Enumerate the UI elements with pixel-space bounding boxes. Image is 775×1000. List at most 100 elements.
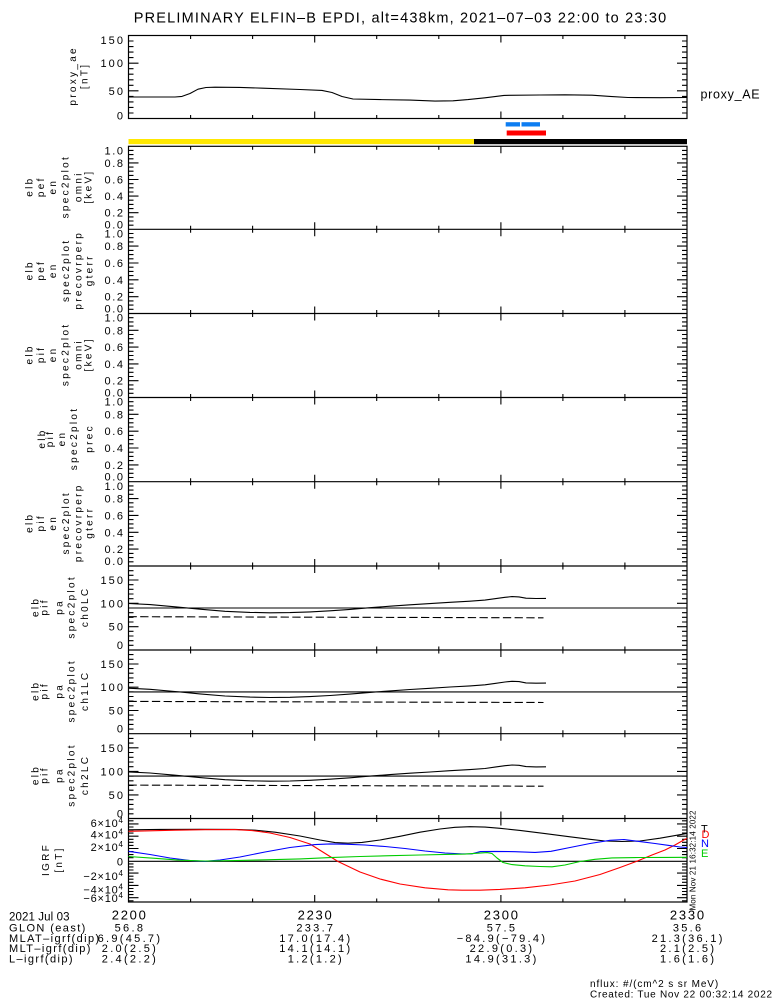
svg-text:0.4: 0.4 bbox=[105, 443, 125, 455]
svg-text:Created: Tue Nov 22 00:32:14 2: Created: Tue Nov 22 00:32:14 2022 bbox=[590, 989, 773, 1000]
svg-text:elb: elb bbox=[37, 428, 48, 448]
svg-text:0.0: 0.0 bbox=[105, 388, 125, 400]
svg-text:N: N bbox=[701, 838, 709, 850]
svg-text:pif: pif bbox=[40, 766, 51, 783]
svg-text:elb: elb bbox=[31, 681, 42, 701]
svg-text:pif: pif bbox=[40, 682, 51, 699]
svg-text:0.8: 0.8 bbox=[105, 241, 125, 253]
svg-text:1.0: 1.0 bbox=[105, 397, 125, 409]
svg-text:6×104: 6×104 bbox=[91, 816, 124, 830]
svg-text:spec2plot: spec2plot bbox=[61, 155, 72, 219]
svg-text:6.9(45.7): 6.9(45.7) bbox=[98, 933, 163, 945]
svg-text:precovrperp: precovrperp bbox=[74, 483, 85, 562]
svg-text:0.6: 0.6 bbox=[105, 342, 125, 354]
svg-text:0.2: 0.2 bbox=[105, 460, 125, 472]
svg-text:17.0(17.4): 17.0(17.4) bbox=[279, 933, 352, 945]
svg-text:pa: pa bbox=[55, 683, 66, 699]
svg-text:1.0: 1.0 bbox=[105, 313, 125, 325]
svg-text:150: 150 bbox=[100, 659, 125, 671]
svg-text:0: 0 bbox=[117, 857, 124, 869]
svg-text:en: en bbox=[48, 346, 59, 362]
svg-text:elb: elb bbox=[25, 513, 36, 533]
svg-text:233.7: 233.7 bbox=[296, 922, 335, 934]
svg-text:elb: elb bbox=[25, 177, 36, 197]
svg-text:elb: elb bbox=[31, 765, 42, 785]
svg-text:22.9(0.3): 22.9(0.3) bbox=[470, 943, 535, 955]
svg-text:1.0: 1.0 bbox=[105, 481, 125, 493]
svg-text:pa: pa bbox=[55, 599, 66, 615]
svg-text:pif: pif bbox=[45, 430, 56, 447]
svg-text:spec2plot: spec2plot bbox=[67, 743, 78, 807]
svg-text:pif: pif bbox=[36, 514, 47, 531]
svg-text:MLAT–igrf(dip): MLAT–igrf(dip) bbox=[9, 933, 101, 945]
svg-text:1.2(1.2): 1.2(1.2) bbox=[288, 954, 344, 966]
svg-text:ch2LC: ch2LC bbox=[80, 755, 91, 795]
svg-text:pef: pef bbox=[36, 260, 47, 281]
svg-text:0.0: 0.0 bbox=[105, 556, 125, 568]
svg-text:0.8: 0.8 bbox=[105, 325, 125, 337]
svg-text:ch0LC: ch0LC bbox=[80, 587, 91, 627]
svg-text:nflux: #/(cm^2 s sr MeV): nflux: #/(cm^2 s sr MeV) bbox=[590, 979, 719, 990]
svg-text:GLON (east): GLON (east) bbox=[9, 922, 87, 934]
svg-text:1.0: 1.0 bbox=[105, 146, 125, 158]
svg-text:56.8: 56.8 bbox=[115, 922, 146, 934]
svg-text:Mon Nov 21 16:32:14 2022: Mon Nov 21 16:32:14 2022 bbox=[688, 810, 697, 911]
svg-text:50: 50 bbox=[109, 622, 125, 634]
svg-text:[keV]: [keV] bbox=[84, 337, 95, 371]
svg-text:0.2: 0.2 bbox=[105, 208, 125, 220]
svg-text:0.2: 0.2 bbox=[105, 544, 125, 556]
svg-text:100: 100 bbox=[100, 682, 125, 694]
svg-text:0.6: 0.6 bbox=[105, 426, 125, 438]
svg-text:pif: pif bbox=[40, 598, 51, 615]
svg-text:pef: pef bbox=[36, 176, 47, 197]
svg-text:proxy_AE: proxy_AE bbox=[701, 88, 761, 102]
svg-text:IGRF: IGRF bbox=[41, 843, 52, 876]
svg-text:omni: omni bbox=[74, 339, 85, 370]
svg-text:2330: 2330 bbox=[670, 908, 706, 923]
svg-text:0.4: 0.4 bbox=[105, 275, 125, 287]
svg-text:0: 0 bbox=[117, 724, 125, 736]
svg-text:14.9(31.3): 14.9(31.3) bbox=[465, 954, 538, 966]
svg-text:T: T bbox=[701, 824, 708, 836]
svg-text:precovrperp: precovrperp bbox=[74, 231, 85, 310]
svg-text:100: 100 bbox=[100, 766, 125, 778]
svg-text:150: 150 bbox=[100, 35, 125, 47]
svg-text:elb: elb bbox=[31, 597, 42, 617]
svg-text:2230: 2230 bbox=[298, 908, 334, 923]
svg-text:0.0: 0.0 bbox=[105, 472, 125, 484]
svg-text:−84.9(−79.4): −84.9(−79.4) bbox=[457, 933, 548, 945]
svg-text:omni: omni bbox=[74, 171, 85, 202]
svg-text:MLT–igrf(dip): MLT–igrf(dip) bbox=[9, 943, 92, 955]
svg-text:0.4: 0.4 bbox=[105, 527, 125, 539]
svg-text:0.6: 0.6 bbox=[105, 510, 125, 522]
svg-text:2300: 2300 bbox=[484, 908, 520, 923]
svg-text:0.0: 0.0 bbox=[105, 304, 125, 316]
svg-text:D: D bbox=[702, 829, 710, 841]
svg-text:spec2plot: spec2plot bbox=[61, 323, 72, 387]
svg-text:−4×104: −4×104 bbox=[83, 882, 123, 896]
svg-text:100: 100 bbox=[100, 58, 125, 70]
svg-text:−6×104: −6×104 bbox=[83, 891, 123, 905]
svg-text:0.6: 0.6 bbox=[105, 175, 125, 187]
svg-text:35.6: 35.6 bbox=[673, 922, 704, 934]
svg-text:spec2plot: spec2plot bbox=[61, 238, 72, 302]
svg-text:−2×104: −2×104 bbox=[83, 869, 123, 883]
svg-text:[nT]: [nT] bbox=[54, 846, 65, 872]
svg-text:2021 Jul 03: 2021 Jul 03 bbox=[9, 912, 70, 924]
svg-text:50: 50 bbox=[109, 706, 125, 718]
svg-text:0.4: 0.4 bbox=[105, 359, 125, 371]
svg-text:pa: pa bbox=[55, 767, 66, 783]
svg-text:L–igrf(dip): L–igrf(dip) bbox=[9, 954, 74, 966]
svg-text:57.5: 57.5 bbox=[487, 922, 518, 934]
svg-text:gterr: gterr bbox=[85, 507, 96, 539]
svg-text:50: 50 bbox=[109, 86, 125, 98]
svg-text:en: en bbox=[48, 262, 59, 278]
svg-text:2.0(2.5): 2.0(2.5) bbox=[102, 943, 158, 955]
svg-text:0.6: 0.6 bbox=[105, 258, 125, 270]
svg-text:0: 0 bbox=[117, 809, 125, 821]
svg-text:spec2plot: spec2plot bbox=[61, 491, 72, 555]
svg-text:100: 100 bbox=[100, 598, 125, 610]
svg-text:14.1(14.1): 14.1(14.1) bbox=[279, 943, 352, 955]
svg-text:0.2: 0.2 bbox=[105, 376, 125, 388]
svg-text:0.8: 0.8 bbox=[105, 494, 125, 506]
